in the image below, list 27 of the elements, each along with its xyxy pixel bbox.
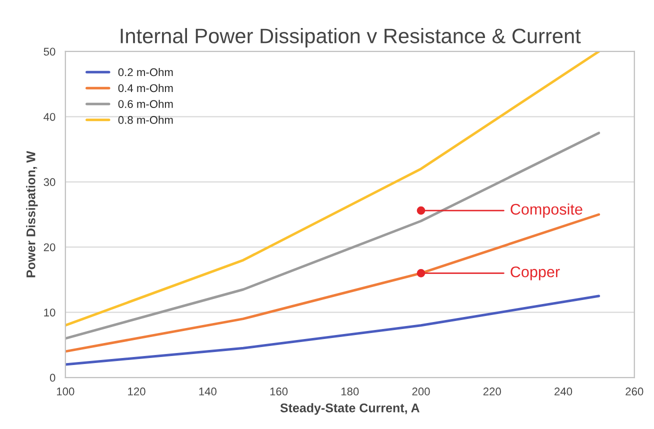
y-tick-label: 10 xyxy=(44,308,56,316)
legend-label: 0.2 m-Ohm xyxy=(118,68,173,76)
y-axis-title: Power Dissipation, W xyxy=(26,150,38,278)
x-tick-label: 200 xyxy=(412,388,430,396)
y-tick-label: 50 xyxy=(44,48,56,56)
legend-label: 0.4 m-Ohm xyxy=(118,84,173,92)
x-tick-label: 160 xyxy=(270,388,288,396)
y-tick-label: 20 xyxy=(44,243,56,252)
x-tick-label: 240 xyxy=(554,388,572,396)
x-tick-label: 120 xyxy=(128,388,146,396)
x-axis-title: Steady-State Current, A xyxy=(280,403,420,415)
line-series xyxy=(65,294,600,366)
x-tick-label: 220 xyxy=(483,388,501,396)
line-series xyxy=(65,51,600,327)
line-series xyxy=(65,132,600,340)
legend-label: 0.8 m-Ohm xyxy=(118,116,173,124)
annotation: Composite xyxy=(510,203,582,218)
legend-label: 0.6 m-Ohm xyxy=(118,100,173,108)
x-tick-label: 180 xyxy=(341,388,359,396)
y-tick-label: 30 xyxy=(44,178,56,186)
annotation: Copper xyxy=(510,266,560,280)
y-tick-label: 0 xyxy=(50,374,56,382)
y-tick-label: 40 xyxy=(44,112,56,121)
x-tick-label: 260 xyxy=(626,388,644,396)
x-tick-label: 140 xyxy=(199,388,216,396)
x-tick-label: 100 xyxy=(56,388,74,396)
chart-title: Internal Power Dissipation v Resistance & Current xyxy=(120,28,581,48)
